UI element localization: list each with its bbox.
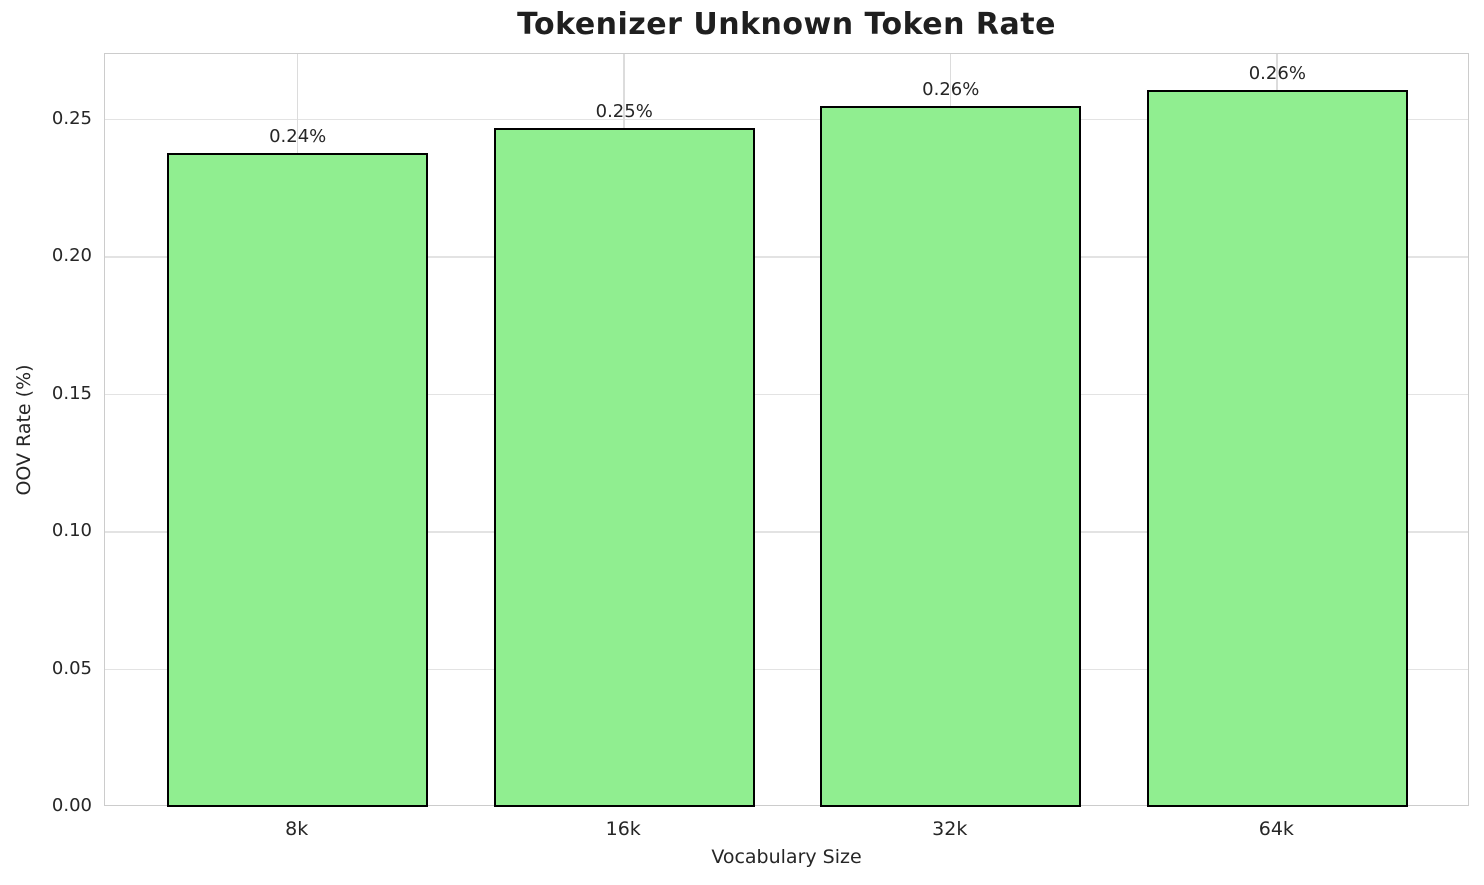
y-tick-label: 0.10 [51,520,92,542]
x-axis-label: Vocabulary Size [711,846,862,868]
bar-value-label: 0.25% [595,101,653,123]
gridline-horizontal [105,531,1468,533]
gridline-horizontal [105,393,1468,396]
chart-title: Tokenizer Unknown Token Rate [517,7,1056,42]
bar-64k [1146,89,1408,807]
bar-16k [493,128,755,807]
y-tick-label: 0.05 [51,657,92,679]
x-tick-label: 8k [285,818,309,840]
bar-32k [820,106,1082,807]
bar-value-label: 0.26% [1248,62,1306,84]
y-tick-label: 0.15 [51,382,92,404]
x-tick-label: 64k [1258,818,1294,840]
y-tick-label: 0.25 [51,107,92,129]
gridline-horizontal [105,118,1468,121]
gridline-horizontal [105,668,1468,671]
bar-value-label: 0.24% [269,125,327,147]
x-tick-label: 16k [605,818,641,840]
y-tick-label: 0.00 [51,795,92,816]
plot-area: 0.24% 0.25% 0.26% 0.26% [104,53,1469,807]
bar-value-label: 0.26% [922,79,980,101]
y-tick-label: 0.20 [51,245,92,267]
bar-8k [167,152,429,807]
x-tick-label: 32k [932,818,968,840]
gridline-horizontal [105,256,1468,258]
